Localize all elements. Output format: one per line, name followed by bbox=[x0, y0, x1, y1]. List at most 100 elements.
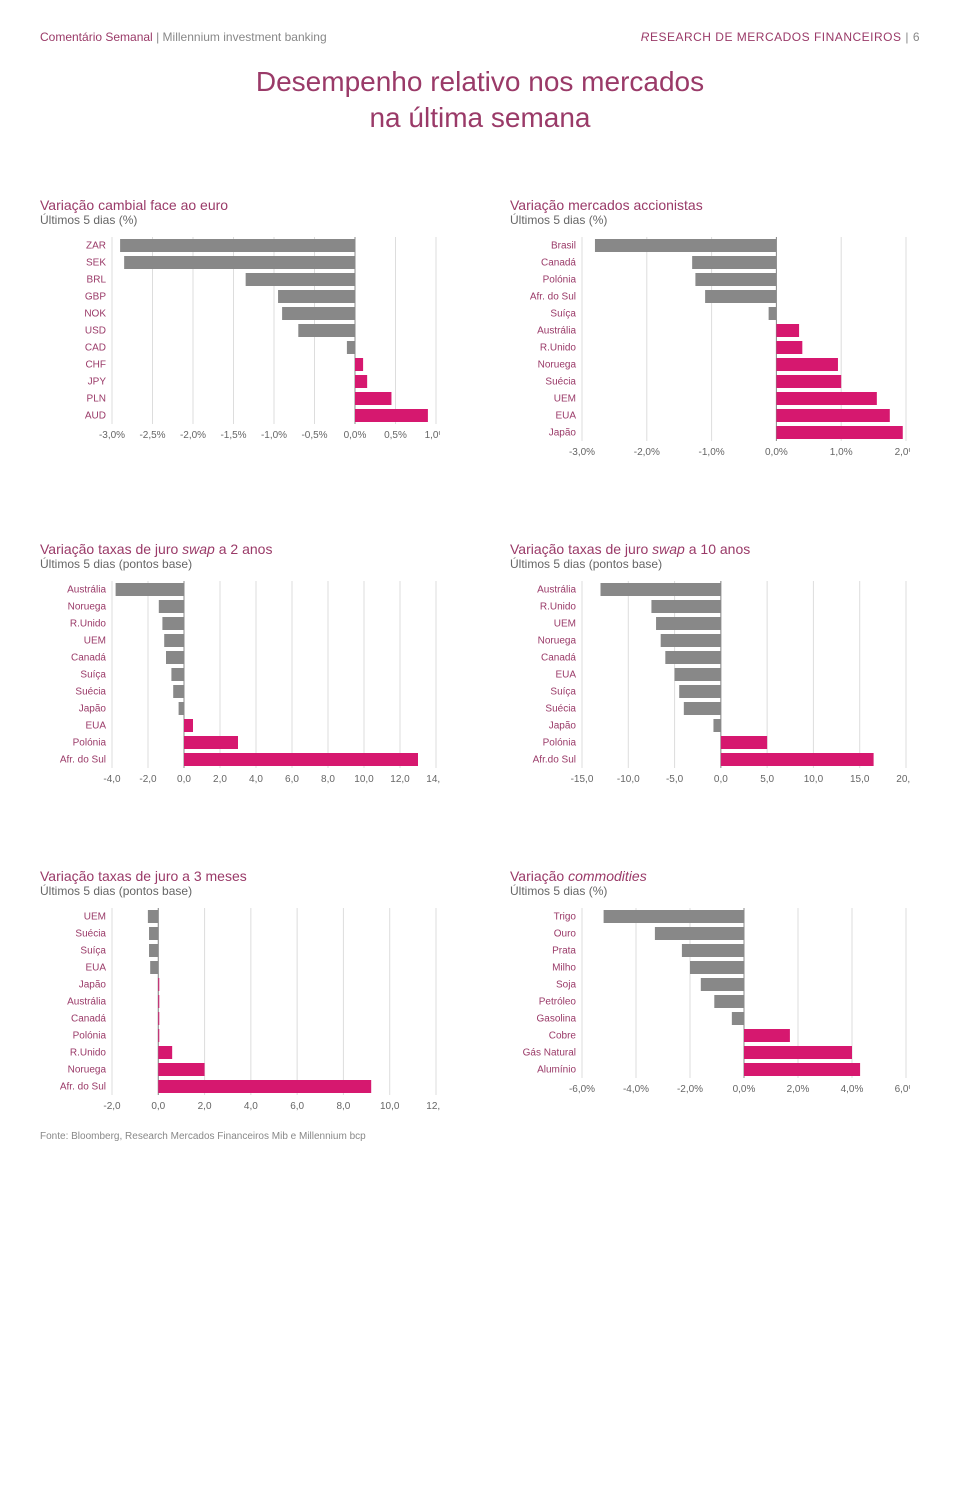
bar bbox=[184, 736, 238, 749]
axis-tick-label: -2,0% bbox=[634, 447, 660, 458]
chart-panel-swap10y: Variação taxas de juro swap a 10 anosÚlt… bbox=[510, 541, 920, 788]
bar bbox=[776, 426, 902, 439]
bar bbox=[148, 910, 158, 923]
bar bbox=[149, 944, 158, 957]
bar bbox=[158, 1080, 371, 1093]
axis-tick-label: -10,0 bbox=[617, 774, 640, 785]
axis-tick-label: -5,0 bbox=[666, 774, 684, 785]
bar bbox=[158, 1012, 159, 1025]
category-label: Japão bbox=[549, 427, 577, 438]
category-label: Polónia bbox=[73, 737, 107, 748]
bar bbox=[124, 256, 355, 269]
bar bbox=[150, 961, 158, 974]
chart-subtitle: Últimos 5 dias (%) bbox=[510, 884, 920, 898]
bar bbox=[713, 719, 720, 732]
chart-svg: -3,0%-2,5%-2,0%-1,5%-1,0%-0,5%0,0%0,5%1,… bbox=[40, 237, 440, 444]
axis-tick-label: 2,0% bbox=[787, 1084, 810, 1095]
axis-tick-label: 12,0 bbox=[426, 1101, 440, 1112]
chart-svg: -4,0-2,00,02,04,06,08,010,012,014,0Austr… bbox=[40, 581, 440, 788]
category-label: GBP bbox=[85, 291, 106, 302]
category-label: Austrália bbox=[67, 584, 106, 595]
chart-wrap: -2,00,02,04,06,08,010,012,0UEMSuéciaSuíç… bbox=[40, 908, 450, 1115]
bar bbox=[184, 753, 418, 766]
chart-wrap: -15,0-10,0-5,00,05,010,015,020,0Austráli… bbox=[510, 581, 920, 788]
bar bbox=[656, 617, 721, 630]
axis-tick-label: 6,0 bbox=[285, 774, 299, 785]
chart-wrap: -3,0%-2,0%-1,0%0,0%1,0%2,0%BrasilCanadáP… bbox=[510, 237, 920, 461]
bar bbox=[661, 634, 721, 647]
bar bbox=[162, 617, 184, 630]
chart-title: Variação taxas de juro swap a 10 anos bbox=[510, 541, 920, 557]
axis-tick-label: 20,0 bbox=[896, 774, 910, 785]
category-label: Noruega bbox=[538, 635, 577, 646]
axis-tick-label: -1,5% bbox=[220, 430, 246, 441]
axis-tick-label: 2,0 bbox=[198, 1101, 212, 1112]
axis-tick-label: 14,0 bbox=[426, 774, 440, 785]
category-label: Canadá bbox=[71, 1013, 106, 1024]
axis-tick-label: 5,0 bbox=[760, 774, 774, 785]
header-left: Comentário Semanal | Millennium investme… bbox=[40, 30, 327, 44]
category-label: PLN bbox=[87, 393, 106, 404]
axis-tick-label: -15,0 bbox=[571, 774, 594, 785]
category-label: UEM bbox=[554, 618, 576, 629]
category-label: Suíça bbox=[80, 945, 106, 956]
bar bbox=[769, 307, 777, 320]
category-label: Canadá bbox=[541, 257, 576, 268]
chart-title: Variação taxas de juro a 3 meses bbox=[40, 868, 450, 884]
chart-panel-rate3m: Variação taxas de juro a 3 mesesÚltimos … bbox=[40, 868, 450, 1115]
chart-svg: -2,00,02,04,06,08,010,012,0UEMSuéciaSuíç… bbox=[40, 908, 440, 1115]
bar bbox=[692, 256, 776, 269]
header-left-secondary: Millennium investment banking bbox=[163, 30, 327, 44]
axis-tick-label: -2,5% bbox=[139, 430, 165, 441]
category-label: R.Unido bbox=[70, 1047, 107, 1058]
header-page-number: 6 bbox=[913, 30, 920, 44]
category-label: Polónia bbox=[543, 274, 577, 285]
bar bbox=[158, 995, 159, 1008]
bar bbox=[776, 341, 802, 354]
axis-tick-label: 2,0% bbox=[895, 447, 910, 458]
bar bbox=[184, 719, 193, 732]
bar bbox=[120, 239, 355, 252]
category-label: Brasil bbox=[551, 240, 576, 251]
category-label: UEM bbox=[84, 911, 106, 922]
axis-tick-label: 0,0% bbox=[733, 1084, 756, 1095]
header-right-separator: | bbox=[905, 30, 909, 44]
category-label: Noruega bbox=[538, 359, 577, 370]
category-label: R.Unido bbox=[540, 342, 577, 353]
axis-tick-label: 1,0% bbox=[425, 430, 440, 441]
chart-subtitle: Últimos 5 dias (%) bbox=[510, 213, 920, 227]
category-label: Petróleo bbox=[539, 996, 577, 1007]
main-title-line2: na última semana bbox=[369, 102, 590, 133]
main-title: Desempenho relativo nos mercados na últi… bbox=[40, 64, 920, 137]
chart-panel-equity: Variação mercados accionistasÚltimos 5 d… bbox=[510, 197, 920, 461]
bar bbox=[776, 324, 799, 337]
bar bbox=[675, 668, 721, 681]
axis-tick-label: -4,0 bbox=[103, 774, 121, 785]
axis-tick-label: 0,0% bbox=[765, 447, 788, 458]
category-label: Japão bbox=[549, 720, 577, 731]
chart-row-1: Variação cambial face ao euroÚltimos 5 d… bbox=[40, 197, 920, 461]
category-label: Afr. do Sul bbox=[60, 754, 106, 765]
category-label: Afr. do Sul bbox=[530, 291, 576, 302]
category-label: SEK bbox=[86, 257, 106, 268]
category-label: R.Unido bbox=[70, 618, 107, 629]
axis-tick-label: 4,0 bbox=[244, 1101, 258, 1112]
bar bbox=[171, 668, 184, 681]
chart-svg: -15,0-10,0-5,00,05,010,015,020,0Austráli… bbox=[510, 581, 910, 788]
page-header: Comentário Semanal | Millennium investme… bbox=[40, 30, 920, 44]
axis-tick-label: 10,0 bbox=[380, 1101, 400, 1112]
category-label: Trigo bbox=[554, 911, 577, 922]
bar bbox=[744, 1063, 860, 1076]
bar bbox=[159, 600, 184, 613]
category-label: Milho bbox=[552, 962, 576, 973]
header-left-primary: Comentário Semanal bbox=[40, 30, 153, 44]
category-label: CHF bbox=[85, 359, 106, 370]
bar bbox=[714, 995, 744, 1008]
category-label: Afr. do Sul bbox=[60, 1081, 106, 1092]
bar bbox=[355, 392, 391, 405]
axis-tick-label: -1,0% bbox=[261, 430, 287, 441]
category-label: EUA bbox=[85, 962, 106, 973]
axis-tick-label: 0,0 bbox=[151, 1101, 165, 1112]
chart-panel-commod: Variação commoditiesÚltimos 5 dias (%)-6… bbox=[510, 868, 920, 1115]
bar bbox=[116, 583, 184, 596]
